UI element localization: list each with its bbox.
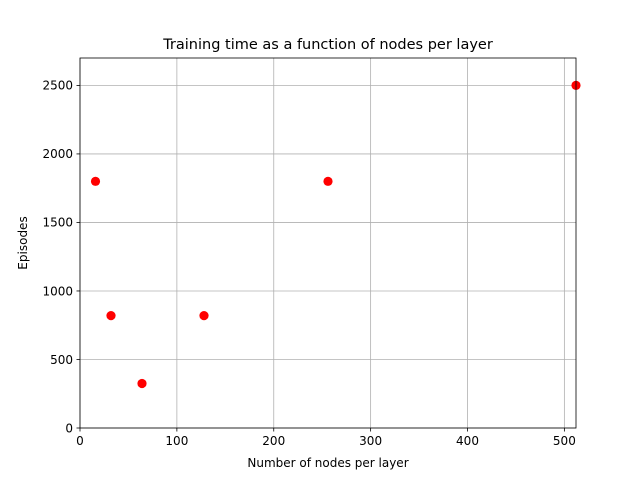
plot-frame <box>79 57 577 429</box>
x-tick-label: 300 <box>359 434 382 448</box>
x-tick-label: 500 <box>553 434 576 448</box>
chart-title: Training time as a function of nodes per… <box>162 37 493 53</box>
y-tick-label: 0 <box>65 421 73 435</box>
data-point <box>199 311 209 321</box>
data-points <box>90 80 581 389</box>
y-tick-label: 2000 <box>42 147 73 161</box>
axis-ticks: 0 100 200 300 400 500 0 500 1000 1500 2000 2500 <box>42 79 575 448</box>
grid <box>79 58 576 429</box>
y-axis-label: Episodes <box>16 216 30 269</box>
data-point <box>137 378 147 389</box>
y-tick-label: 2500 <box>42 79 73 93</box>
data-point <box>106 311 116 321</box>
y-tick-label: 1000 <box>42 284 73 298</box>
data-point <box>323 176 333 186</box>
x-tick-label: 0 <box>76 434 84 448</box>
data-point <box>90 176 101 186</box>
y-tick-label: 500 <box>50 353 73 367</box>
x-axis-label: Number of nodes per layer <box>247 456 408 470</box>
x-tick-label: 200 <box>262 434 285 448</box>
x-tick-label: 400 <box>456 434 479 448</box>
x-tick-label: 100 <box>165 434 188 448</box>
y-tick-label: 1500 <box>42 216 73 230</box>
